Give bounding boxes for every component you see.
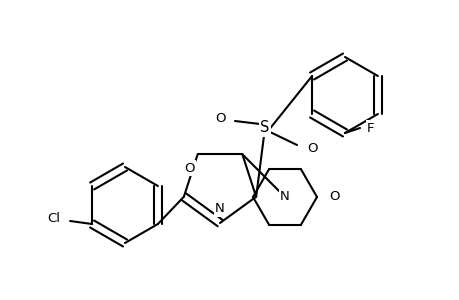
Text: N: N	[280, 190, 289, 203]
Text: O: O	[328, 190, 339, 203]
Text: S: S	[260, 121, 269, 136]
Text: N: N	[215, 202, 224, 215]
Text: O: O	[215, 112, 225, 124]
Text: F: F	[366, 122, 374, 134]
Text: O: O	[306, 142, 317, 154]
Text: Cl: Cl	[47, 212, 60, 226]
Text: O: O	[184, 162, 195, 175]
